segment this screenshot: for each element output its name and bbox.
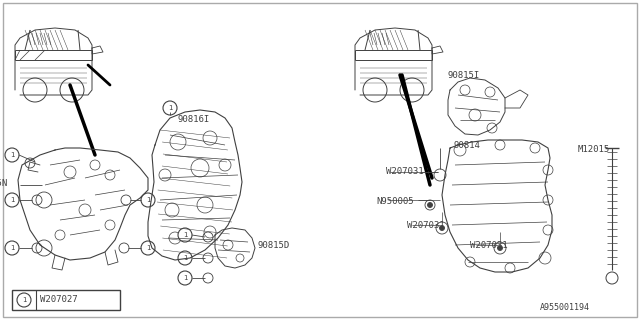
- Text: 1: 1: [183, 275, 188, 281]
- Circle shape: [5, 148, 19, 162]
- Text: 1: 1: [183, 232, 188, 238]
- Text: A955001194: A955001194: [540, 302, 590, 311]
- Circle shape: [163, 101, 177, 115]
- Text: W207031: W207031: [407, 220, 445, 229]
- Text: 1: 1: [168, 105, 172, 111]
- Circle shape: [178, 271, 192, 285]
- Text: M12015: M12015: [578, 146, 611, 155]
- Bar: [12, 290, 120, 310]
- Text: 1: 1: [10, 152, 14, 158]
- Text: 90814: 90814: [454, 140, 481, 149]
- Text: 1: 1: [22, 297, 26, 303]
- Text: 1: 1: [10, 245, 14, 251]
- Circle shape: [17, 293, 31, 307]
- Text: 90816I: 90816I: [178, 116, 211, 124]
- Text: 1: 1: [10, 197, 14, 203]
- Circle shape: [178, 251, 192, 265]
- Text: 1: 1: [183, 255, 188, 261]
- Text: 90815N: 90815N: [0, 180, 8, 188]
- Text: W207031: W207031: [386, 167, 424, 177]
- Circle shape: [5, 193, 19, 207]
- Text: 1: 1: [146, 197, 150, 203]
- Text: 1: 1: [146, 245, 150, 251]
- Text: 90815D: 90815D: [258, 241, 291, 250]
- Circle shape: [5, 241, 19, 255]
- Circle shape: [440, 226, 445, 230]
- Text: W207031: W207031: [470, 241, 508, 250]
- Text: N950005: N950005: [376, 197, 413, 206]
- Text: 90815I: 90815I: [448, 70, 480, 79]
- Circle shape: [178, 228, 192, 242]
- Circle shape: [428, 203, 433, 207]
- Circle shape: [141, 241, 155, 255]
- Circle shape: [141, 193, 155, 207]
- Text: W207027: W207027: [40, 295, 77, 305]
- Circle shape: [497, 245, 502, 251]
